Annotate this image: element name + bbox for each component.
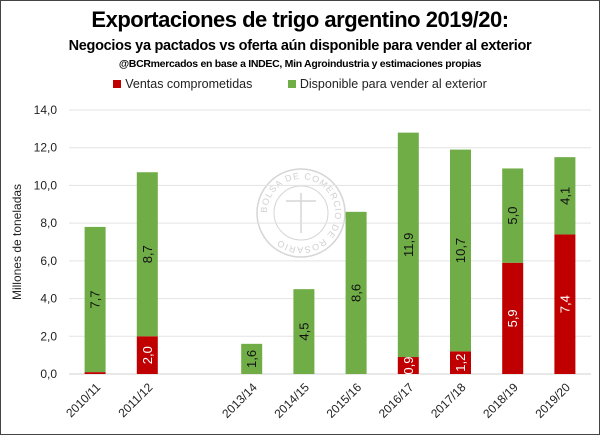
legend-swatch-red bbox=[113, 80, 122, 88]
y-tick-label: 0,0 bbox=[40, 367, 57, 381]
bar-segment bbox=[502, 168, 524, 263]
y-tick-label: 12,0 bbox=[34, 141, 58, 155]
legend-item-disponible: Disponible para vender al exterior bbox=[287, 77, 487, 91]
bar-segment bbox=[450, 351, 471, 374]
x-tick-label: 2013/14 bbox=[219, 380, 260, 421]
bar-segment bbox=[84, 226, 106, 373]
data-label: 2,0 bbox=[140, 346, 155, 364]
y-tick-label: 2,0 bbox=[40, 329, 57, 343]
legend-item-ventas: Ventas comprometidas bbox=[113, 77, 252, 91]
x-tick-label: 2019/20 bbox=[532, 380, 573, 421]
data-label: 7,7 bbox=[88, 290, 103, 308]
legend: Ventas comprometidas Disponible para ven… bbox=[1, 77, 599, 91]
x-tick-label: 2010/11 bbox=[63, 380, 103, 420]
x-tick-label: 2016/17 bbox=[376, 380, 417, 421]
chart-source: @BCRmercados en base a INDEC, Min Agroin… bbox=[118, 58, 482, 70]
bar-segment bbox=[136, 336, 158, 374]
data-label: 5,0 bbox=[505, 207, 520, 225]
data-label: 1,2 bbox=[453, 354, 468, 372]
data-label: 10,7 bbox=[453, 238, 468, 263]
bar-segment bbox=[293, 289, 315, 374]
data-label: 0,9 bbox=[401, 356, 416, 374]
y-tick-label: 10,0 bbox=[34, 178, 58, 192]
bar-segment bbox=[397, 132, 419, 358]
data-label: 1,6 bbox=[244, 350, 259, 368]
x-tick-label: 2011/12 bbox=[115, 380, 155, 420]
data-label: 8,7 bbox=[140, 245, 155, 263]
y-tick-label: 4,0 bbox=[40, 292, 57, 306]
y-axis-label: Millones de toneladas bbox=[10, 184, 24, 300]
bar-segment bbox=[345, 211, 367, 374]
bar-segment bbox=[136, 172, 158, 337]
y-tick-label: 8,0 bbox=[40, 216, 57, 230]
bar-segment bbox=[502, 262, 524, 374]
data-label: 8,6 bbox=[349, 284, 364, 302]
x-tick-label: 2014/15 bbox=[271, 380, 312, 421]
legend-label: Disponible para vender al exterior bbox=[299, 77, 487, 91]
data-label: 11,9 bbox=[401, 233, 416, 257]
bar-segment bbox=[450, 149, 471, 352]
bar-segment bbox=[84, 372, 106, 374]
x-tick-label: 2015/16 bbox=[324, 380, 365, 421]
watermark-seal: BOLSA DE COMERCIO DE ROSARIO bbox=[256, 168, 346, 258]
chart-title: Exportaciones de trigo argentino 2019/20… bbox=[91, 7, 509, 32]
data-label: 5,9 bbox=[505, 309, 520, 327]
data-label: 4,1 bbox=[557, 187, 572, 205]
legend-label: Ventas comprometidas bbox=[125, 77, 253, 91]
x-tick-label: 2018/19 bbox=[480, 380, 521, 421]
y-tick-label: 6,0 bbox=[40, 254, 57, 268]
bar-segment bbox=[241, 343, 263, 374]
y-tick-label: 14,0 bbox=[34, 103, 58, 117]
chart-subtitle: Negocios ya pactados vs oferta aún dispo… bbox=[68, 38, 532, 54]
bar-segment bbox=[554, 234, 576, 374]
data-label: 4,5 bbox=[296, 323, 311, 341]
data-label: 7,4 bbox=[557, 295, 572, 313]
bar-segment bbox=[554, 157, 576, 235]
bar-segment bbox=[397, 357, 419, 374]
x-tick-label: 2017/18 bbox=[428, 380, 469, 421]
legend-swatch-green bbox=[287, 80, 296, 88]
